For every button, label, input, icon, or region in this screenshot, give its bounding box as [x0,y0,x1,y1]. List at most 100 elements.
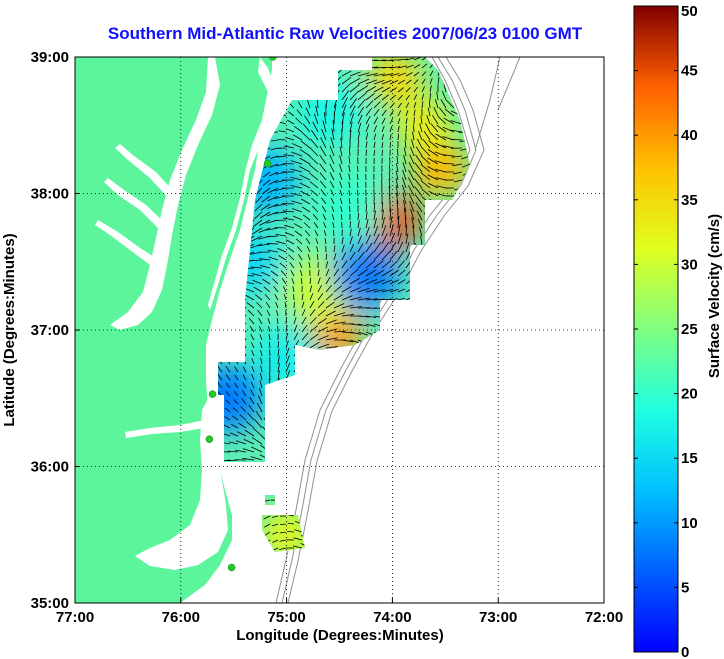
velocity-vector [408,177,415,189]
y-tick-label: 39:00 [31,49,69,66]
velocity-vector [389,72,400,77]
velocity-vector [277,355,280,365]
velocity-vector [266,235,279,238]
x-tick-label: 75:00 [267,609,305,626]
velocity-vector [285,325,288,333]
velocity-vector [242,448,255,453]
velocity-vector [396,163,399,173]
velocity-vector [349,205,351,213]
velocity-vector [421,93,425,101]
velocity-vector [365,298,378,301]
velocity-vector [306,246,311,253]
velocity-vector [259,211,271,219]
pamlico-sound [135,395,228,570]
velocity-vector [295,117,303,125]
velocity-vector [292,545,303,549]
velocity-vector [341,97,348,109]
velocity-vector [427,149,439,157]
velocity-vector [274,203,287,207]
velocity-vector [349,113,355,125]
velocity-vector [329,154,335,165]
velocity-vector [277,348,280,357]
velocity-vector [258,326,263,333]
velocity-vector [413,71,420,77]
velocity-vector [389,141,392,149]
velocity-vector [283,294,287,301]
velocity-vector [250,342,255,349]
velocity-vector [321,205,327,213]
velocity-vector [373,73,386,77]
velocity-vector [272,523,279,527]
velocity-vector [373,93,383,101]
velocity-vector [301,206,311,213]
velocity-vector [422,139,431,149]
velocity-vector [397,260,405,269]
velocity-vector [357,122,362,133]
velocity-vector [365,226,370,237]
velocity-vector [317,269,320,277]
velocity-vector [381,241,390,253]
velocity-vector [325,268,330,277]
velocity-vector [333,252,337,261]
velocity-vector [290,184,303,189]
velocity-vector [421,63,428,69]
velocity-vector [397,241,404,253]
velocity-vector [232,407,239,413]
velocity-vector [325,319,337,325]
velocity-vector [329,172,335,181]
velocity-vector [403,147,407,157]
velocity-vector [349,339,361,344]
velocity-vector [450,129,463,133]
velocity-vector [395,185,399,197]
velocity-vector [373,289,385,293]
velocity-vector [420,115,423,125]
velocity-vector [324,238,327,245]
velocity-vector [250,333,255,341]
velocity-vector [373,133,377,141]
velocity-vector [290,270,295,277]
velocity-vector [397,110,402,117]
velocity-vector [373,79,385,85]
velocity-vector [255,187,263,195]
velocity-vector [349,105,356,117]
velocity-vector [389,134,392,141]
velocity-vector [427,166,439,173]
colorbar-tick-label: 5 [681,579,689,596]
velocity-vector [292,134,303,141]
velocity-vector [329,163,335,173]
velocity-vector [269,263,279,269]
velocity-vector [412,124,415,133]
radar-station-marker [269,57,277,61]
velocity-vector [405,64,414,69]
velocity-vector [381,101,388,109]
velocity-vector [330,197,335,205]
velocity-vector [250,381,255,389]
velocity-vector [266,243,279,245]
velocity-vector [301,198,311,205]
velocity-vector [373,242,382,253]
velocity-vector [389,118,393,125]
velocity-vector [231,415,239,421]
velocity-vector [333,321,346,325]
velocity-cell [396,97,453,154]
grid-lines [75,57,604,603]
velocity-vector [325,328,338,333]
velocity-vector [413,64,421,69]
velocity-vector [349,306,362,309]
velocity-vector [299,182,311,189]
velocity-vector [357,131,361,141]
velocity-vector [314,230,319,237]
velocity-vector [323,222,327,229]
velocity-vector [357,260,367,269]
velocity-vector [341,83,351,93]
velocity-vector [321,128,327,141]
velocity-vector [430,123,439,133]
velocity-vector [421,71,427,77]
velocity-vector [242,374,247,381]
velocity-vector [427,174,439,181]
velocity-vector [405,233,409,245]
velocity-vector [297,101,303,109]
velocity-vector [266,310,271,317]
velocity-vector [317,293,324,301]
velocity-vector [442,154,455,157]
